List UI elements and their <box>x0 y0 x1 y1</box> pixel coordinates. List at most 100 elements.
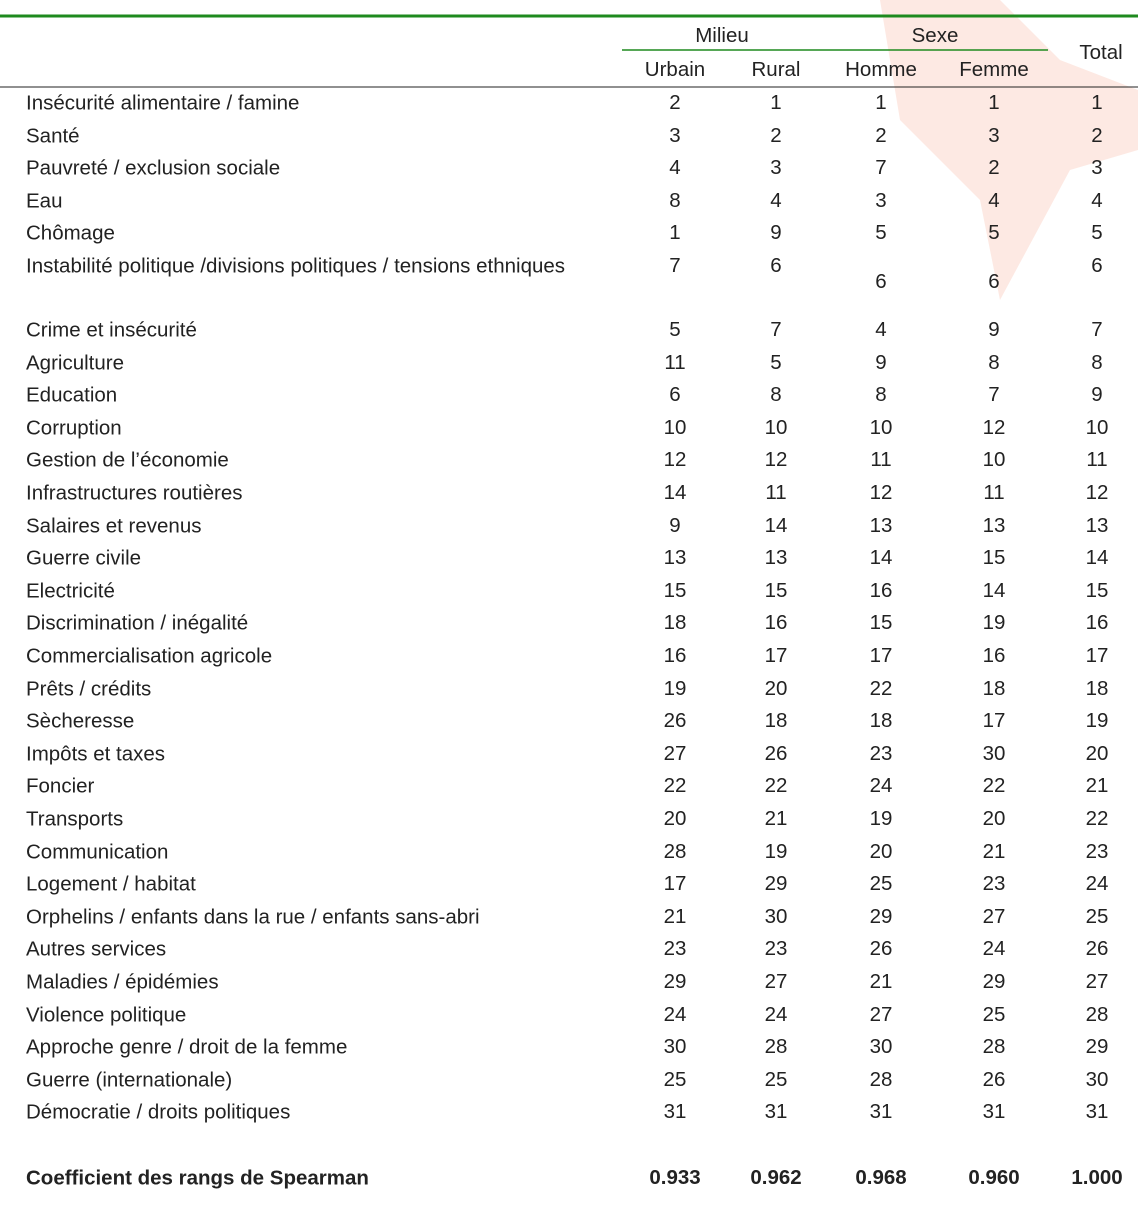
cell: 25 <box>869 871 893 895</box>
cell: 30 <box>764 904 788 928</box>
cell: 6 <box>875 269 887 293</box>
cell: 28 <box>869 1067 893 1091</box>
row-label: Violence politique <box>26 1003 187 1027</box>
cell: 18 <box>982 676 1006 700</box>
cell: 10 <box>663 415 687 439</box>
cell: 24 <box>1085 871 1109 895</box>
column-header: Rural <box>751 57 801 81</box>
cell: 13 <box>663 545 687 569</box>
column-header: Homme <box>845 57 917 81</box>
cell: 16 <box>869 578 893 602</box>
cell: 3 <box>875 188 887 212</box>
row-label: Pauvreté / exclusion sociale <box>26 156 281 180</box>
cell: 3 <box>770 155 782 179</box>
cell: 14 <box>764 513 788 537</box>
cell: 29 <box>663 969 687 993</box>
cell: 21 <box>869 969 893 993</box>
cell: 11 <box>983 480 1005 504</box>
cell: 22 <box>869 676 893 700</box>
cell: 9 <box>669 513 681 537</box>
cell: 11 <box>1086 448 1108 472</box>
cell: 8 <box>669 188 681 212</box>
cell: 4 <box>1091 188 1103 212</box>
cell: 25 <box>663 1067 687 1091</box>
column-header: Urbain <box>644 57 706 81</box>
cell: 19 <box>982 611 1006 635</box>
cell: 7 <box>988 382 1000 406</box>
cell: 24 <box>764 1002 788 1026</box>
cell: 2 <box>669 90 681 114</box>
cell: 28 <box>764 1034 788 1058</box>
row-label: Orphelins / enfants dans la rue / enfant… <box>26 905 480 929</box>
cell: 10 <box>1085 415 1109 439</box>
cell: 13 <box>1085 513 1109 537</box>
footer-cell: 0.960 <box>968 1165 1020 1189</box>
column-header: Femme <box>959 57 1029 81</box>
cell: 28 <box>663 839 687 863</box>
cell: 6 <box>1091 253 1103 277</box>
row-label: Agriculture <box>26 351 124 375</box>
cell: 23 <box>1085 839 1109 863</box>
cell: 12 <box>869 480 893 504</box>
cell: 17 <box>982 708 1006 732</box>
cell: 30 <box>982 741 1006 765</box>
row-label: Communication <box>26 840 169 864</box>
cell: 31 <box>663 1100 687 1124</box>
cell: 16 <box>1085 611 1109 635</box>
cell: 25 <box>982 1002 1006 1026</box>
cell: 23 <box>869 741 893 765</box>
row-label: Santé <box>26 124 80 148</box>
cell: 1 <box>988 90 1000 114</box>
row-label: Corruption <box>26 416 122 440</box>
row-label: Instabilité politique /divisions politiq… <box>26 254 566 278</box>
cell: 22 <box>764 774 788 798</box>
cell: 6 <box>988 269 1000 293</box>
cell: 20 <box>869 839 893 863</box>
cell: 26 <box>663 708 687 732</box>
cell: 25 <box>764 1067 788 1091</box>
cell: 11 <box>870 448 892 472</box>
cell: 20 <box>1085 741 1109 765</box>
cell: 4 <box>669 155 681 179</box>
footer-cell: 0.962 <box>750 1165 802 1189</box>
cell: 16 <box>982 643 1006 667</box>
row-label: Guerre (internationale) <box>26 1068 233 1092</box>
row-label: Impôts et taxes <box>26 742 166 766</box>
cell: 4 <box>988 188 1000 212</box>
cell: 24 <box>663 1002 687 1026</box>
cell: 15 <box>982 545 1006 569</box>
cell: 18 <box>663 611 687 635</box>
cell: 12 <box>1085 480 1109 504</box>
cell: 30 <box>869 1034 893 1058</box>
cell: 31 <box>1085 1100 1109 1124</box>
cell: 27 <box>1085 969 1109 993</box>
row-label: Eau <box>26 189 63 213</box>
cell: 7 <box>875 155 887 179</box>
cell: 17 <box>764 643 788 667</box>
cell: 2 <box>770 123 782 147</box>
cell: 22 <box>982 774 1006 798</box>
cell: 12 <box>982 415 1006 439</box>
cell: 30 <box>663 1034 687 1058</box>
row-label: Foncier <box>26 774 95 798</box>
cell: 5 <box>770 350 782 374</box>
cell: 29 <box>869 904 893 928</box>
cell: 31 <box>869 1100 893 1124</box>
group-header: Milieu <box>695 23 749 47</box>
cell: 16 <box>764 611 788 635</box>
total-header: Total <box>1079 40 1123 64</box>
cell: 5 <box>988 221 1000 245</box>
cell: 14 <box>1085 545 1109 569</box>
cell: 24 <box>982 937 1006 961</box>
cell: 3 <box>669 123 681 147</box>
cell: 5 <box>1091 221 1103 245</box>
cell: 6 <box>669 382 681 406</box>
cell: 21 <box>663 904 687 928</box>
cell: 30 <box>1085 1067 1109 1091</box>
cell: 31 <box>982 1100 1006 1124</box>
row-label: Discrimination / inégalité <box>26 611 249 635</box>
cell: 15 <box>764 578 788 602</box>
cell: 27 <box>869 1002 893 1026</box>
cell: 14 <box>869 545 893 569</box>
